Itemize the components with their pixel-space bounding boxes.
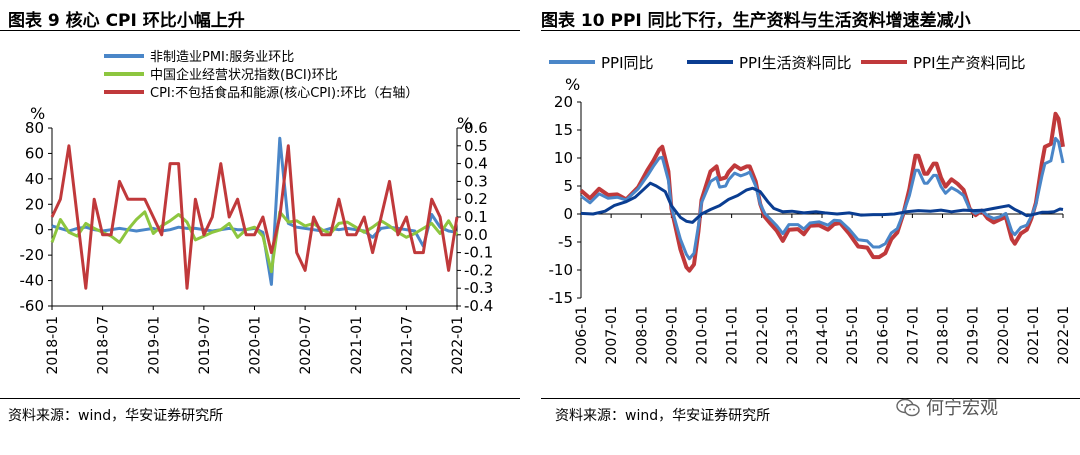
series-line-2	[50, 144, 459, 290]
left-y-tick-label: 20	[25, 195, 44, 213]
right-y-tick-label: 0.5	[464, 137, 488, 155]
x-tick-label: 2022-01	[1056, 306, 1072, 365]
wechat-icon	[896, 398, 920, 423]
series-line-1	[580, 181, 1064, 224]
right-chart: PPI同比 PPI生活资料同比 PPI生产资料同比 20 15 10 5 0 -5 -10 -15%…	[549, 54, 1073, 365]
x-tick-label: 2012-01	[755, 306, 771, 365]
x-tick-label: 2019-01	[966, 306, 982, 365]
left-y-tick-label: 60	[25, 144, 44, 162]
y-tick-label: 5	[563, 177, 573, 195]
right-y-unit: %	[457, 114, 472, 133]
x-tick-label: 2014-01	[815, 306, 831, 365]
y-tick-label: 0	[563, 205, 573, 223]
left-title-rule	[0, 30, 520, 31]
right-y-tick-label: 0.2	[464, 190, 488, 208]
x-tick-label: 2016-01	[875, 306, 891, 365]
y-tick-label: -10	[549, 261, 574, 279]
right-footer-rule	[541, 398, 1080, 399]
series-line-0	[580, 136, 1065, 261]
legend-label-2: CPI:不包括食品和能源(核心CPI):环比（右轴）	[150, 85, 418, 101]
x-tick-label: 2020-01	[996, 306, 1012, 365]
x-tick-label: 2019-07	[197, 316, 213, 375]
legend-label-0: 非制造业PMI:服务业环比	[150, 49, 294, 65]
watermark: 何宁宏观	[896, 394, 998, 423]
right-chart-title: 图表 10 PPI 同比下行，生产资料与生活资料增速差减小	[541, 11, 971, 31]
legend-label-1: 中国企业经营状况指数(BCI)环比	[150, 67, 338, 83]
x-tick-label: 2006-01	[574, 306, 590, 365]
left-y-tick-label: -60	[20, 297, 45, 315]
x-tick-label: 2015-01	[845, 306, 861, 365]
x-tick-label: 2019-01	[146, 316, 162, 375]
right-y-tick-label: 0.1	[464, 208, 488, 226]
right-y-tick-label: -0.4	[464, 297, 493, 315]
x-tick-label: 2017-01	[905, 306, 921, 365]
left-y-tick-label: 0	[34, 221, 44, 239]
right-y-tick-label: 0.4	[464, 155, 488, 173]
legend-label-2: PPI生产资料同比	[913, 54, 1026, 72]
x-tick-label: 2010-01	[695, 306, 711, 365]
x-tick-label: 2020-07	[298, 316, 314, 375]
left-footer-rule	[0, 398, 520, 399]
x-tick-label: 2021-01	[1026, 306, 1042, 365]
x-tick-label: 2021-07	[399, 316, 415, 375]
x-tick-label: 2021-01	[349, 316, 365, 375]
series-line-2	[579, 111, 1065, 273]
x-tick-label: 2013-01	[785, 306, 801, 365]
right-y-tick-label: 0.3	[464, 172, 488, 190]
right-y-tick-label: -0.1	[464, 244, 493, 262]
left-source-note: 资料来源：wind，华安证券研究所	[8, 408, 224, 424]
watermark-text: 何宁宏观	[926, 398, 998, 419]
right-source-note: 资料来源：wind，华安证券研究所	[555, 408, 771, 424]
series-line-0	[51, 136, 458, 286]
x-tick-label: 2018-07	[96, 316, 112, 375]
right-y-tick-label: 0.6	[464, 119, 488, 137]
y-unit: %	[565, 75, 580, 94]
left-chart-title: 图表 9 核心 CPI 环比小幅上升	[8, 11, 245, 31]
y-tick-label: 20	[554, 93, 573, 111]
x-tick-label: 2022-01	[450, 316, 466, 375]
left-y-tick-label: -40	[20, 272, 45, 290]
x-tick-label: 2008-01	[634, 306, 650, 365]
y-tick-label: 10	[554, 149, 573, 167]
x-tick-label: 2011-01	[725, 306, 741, 365]
x-tick-label: 2018-01	[45, 316, 61, 375]
y-tick-label: 15	[554, 121, 573, 139]
left-y-unit: %	[30, 104, 45, 123]
x-tick-label: 2018-01	[936, 306, 952, 365]
y-tick-label: -5	[558, 233, 573, 251]
left-y-tick-label: -20	[20, 246, 45, 264]
x-tick-label: 2020-01	[248, 316, 264, 375]
legend-label-1: PPI生活资料同比	[739, 54, 852, 72]
right-y-tick-label: 0.0	[464, 226, 488, 244]
right-title-rule	[541, 30, 1080, 31]
y-tick-label: -15	[549, 289, 574, 307]
x-tick-label: 2007-01	[604, 306, 620, 365]
legend-label-0: PPI同比	[601, 54, 654, 72]
right-y-tick-label: -0.2	[464, 261, 493, 279]
left-y-tick-label: 40	[25, 170, 44, 188]
x-tick-label: 2009-01	[664, 306, 680, 365]
series-line-1	[50, 210, 459, 274]
left-y-tick-label: 80	[25, 119, 44, 137]
right-y-tick-label: -0.3	[464, 279, 493, 297]
